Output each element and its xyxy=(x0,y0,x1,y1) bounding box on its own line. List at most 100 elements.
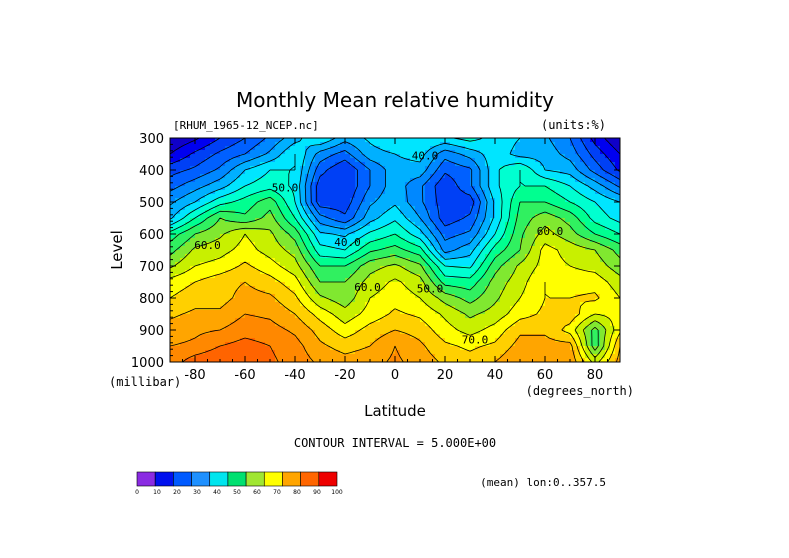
rh-cell xyxy=(430,266,436,271)
rh-cell xyxy=(380,318,386,323)
rh-cell xyxy=(340,170,346,175)
rh-cell xyxy=(265,318,271,323)
rh-cell xyxy=(295,218,301,223)
rh-cell xyxy=(385,198,391,203)
rh-cell xyxy=(315,154,321,159)
rh-cell xyxy=(495,202,501,207)
rh-cell xyxy=(225,358,231,362)
rh-cell xyxy=(530,322,536,327)
rh-cell xyxy=(170,286,176,291)
rh-cell xyxy=(440,334,446,339)
rh-cell xyxy=(365,238,371,243)
rh-cell xyxy=(450,182,456,187)
rh-cell xyxy=(380,234,386,239)
rh-cell xyxy=(265,142,271,147)
rh-cell xyxy=(275,290,281,295)
rh-cell xyxy=(385,262,391,267)
rh-cell xyxy=(240,214,246,219)
rh-cell xyxy=(435,174,441,179)
rh-cell xyxy=(265,322,271,327)
rh-cell xyxy=(170,158,176,163)
rh-cell xyxy=(365,174,371,179)
rh-cell xyxy=(330,230,336,235)
rh-cell xyxy=(450,142,456,147)
rh-cell xyxy=(205,202,211,207)
rh-cell xyxy=(380,294,386,299)
rh-cell xyxy=(270,138,276,143)
rh-cell xyxy=(305,294,311,299)
rh-cell xyxy=(585,310,591,315)
rh-cell xyxy=(360,298,366,303)
rh-cell xyxy=(465,142,471,147)
rh-cell xyxy=(500,346,506,351)
rh-cell xyxy=(225,258,231,263)
rh-cell xyxy=(265,358,271,362)
rh-cell xyxy=(465,302,471,307)
rh-cell xyxy=(220,298,226,303)
rh-cell xyxy=(325,154,331,159)
rh-cell xyxy=(355,318,361,323)
rh-cell xyxy=(490,206,496,211)
rh-cell xyxy=(545,214,551,219)
rh-cell xyxy=(295,266,301,271)
rh-cell xyxy=(615,310,620,315)
rh-cell xyxy=(195,270,201,275)
rh-cell xyxy=(380,194,386,199)
rh-cell xyxy=(615,250,620,255)
rh-cell xyxy=(350,210,356,215)
rh-cell xyxy=(420,350,426,355)
rh-cell xyxy=(570,226,576,231)
rh-cell xyxy=(315,294,321,299)
rh-cell xyxy=(440,318,446,323)
rh-cell xyxy=(310,210,316,215)
rh-cell xyxy=(495,342,501,347)
rh-cell xyxy=(350,258,356,263)
rh-cell xyxy=(555,150,561,155)
rh-cell xyxy=(605,234,611,239)
rh-cell xyxy=(610,202,616,207)
rh-cell xyxy=(195,254,201,259)
rh-cell xyxy=(515,230,521,235)
rh-cell xyxy=(395,150,401,155)
rh-cell xyxy=(365,206,371,211)
rh-cell xyxy=(425,174,431,179)
rh-cell xyxy=(610,334,616,339)
rh-cell xyxy=(195,146,201,151)
rh-cell xyxy=(405,350,411,355)
rh-cell xyxy=(595,218,601,223)
rh-cell xyxy=(180,346,186,351)
rh-cell xyxy=(275,150,281,155)
rh-cell xyxy=(305,194,311,199)
rh-cell xyxy=(360,166,366,171)
rh-cell xyxy=(240,154,246,159)
rh-cell xyxy=(605,194,611,199)
rh-cell xyxy=(440,282,446,287)
rh-cell xyxy=(175,162,181,167)
rh-cell xyxy=(325,150,331,155)
rh-cell xyxy=(325,322,331,327)
rh-cell xyxy=(295,138,301,143)
rh-cell xyxy=(480,354,486,359)
rh-cell xyxy=(180,150,186,155)
rh-cell xyxy=(360,318,366,323)
rh-cell xyxy=(380,242,386,247)
rh-cell xyxy=(500,182,506,187)
rh-cell xyxy=(615,194,620,199)
rh-cell xyxy=(515,194,521,199)
rh-cell xyxy=(410,354,416,359)
rh-cell xyxy=(340,246,346,251)
rh-cell xyxy=(530,230,536,235)
rh-cell xyxy=(480,210,486,215)
rh-cell xyxy=(435,190,441,195)
rh-cell xyxy=(175,294,181,299)
rh-cell xyxy=(480,298,486,303)
rh-cell xyxy=(335,182,341,187)
rh-cell xyxy=(290,226,296,231)
rh-cell xyxy=(225,278,231,283)
rh-cell xyxy=(280,178,286,183)
rh-cell xyxy=(215,294,221,299)
rh-cell xyxy=(220,322,226,327)
rh-cell xyxy=(225,154,231,159)
rh-cell xyxy=(400,234,406,239)
rh-cell xyxy=(570,218,576,223)
